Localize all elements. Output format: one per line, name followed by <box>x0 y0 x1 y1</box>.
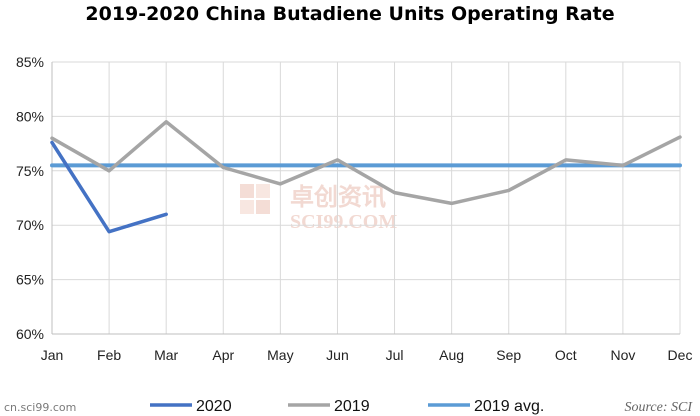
x-tick-label: Jun <box>326 347 349 363</box>
x-tick-label: May <box>267 347 293 363</box>
y-tick-label: 80% <box>16 108 44 124</box>
x-tick-label: Jul <box>386 347 404 363</box>
watermark-english-text: SCI99.COM <box>290 211 397 233</box>
legend-label-2019: 2019 <box>334 398 370 415</box>
x-tick-label: Aug <box>439 347 464 363</box>
x-tick-label: Sep <box>496 347 521 363</box>
x-tick-label: Apr <box>212 347 234 363</box>
y-axis-labels: 60% 65% 70% 75% 80% 85% <box>16 54 44 342</box>
legend: 2020 2019 2019 avg. <box>150 398 544 415</box>
y-tick-label: 75% <box>16 163 44 179</box>
watermark-chinese-text: 卓创资讯 <box>290 183 386 211</box>
x-tick-label: Mar <box>154 347 178 363</box>
y-tick-label: 70% <box>16 217 44 233</box>
y-tick-label: 85% <box>16 54 44 70</box>
legend-label-2020: 2020 <box>196 398 232 415</box>
source-label: Source: SCI <box>624 400 693 415</box>
watermark: 卓创资讯 SCI99.COM <box>240 183 397 233</box>
grid-lines <box>51 61 681 335</box>
x-tick-label: Jan <box>41 347 64 363</box>
corner-watermark-text: cn.sci99.com <box>4 401 76 414</box>
legend-label-2019-avg: 2019 avg. <box>474 398 544 415</box>
x-tick-label: Dec <box>668 347 693 363</box>
series-line-2020 <box>50 140 168 234</box>
chart-title: 2019-2020 China Butadiene Units Operatin… <box>85 3 614 25</box>
y-tick-label: 60% <box>16 326 44 342</box>
y-tick-label: 65% <box>16 272 44 288</box>
x-tick-label: Oct <box>555 347 577 363</box>
x-tick-label: Feb <box>97 347 121 363</box>
watermark-logo <box>240 184 270 214</box>
x-axis-labels: Jan Feb Mar Apr May Jun Jul Aug Sep Oct Nov Dec <box>41 347 693 363</box>
series-line-2019 <box>50 120 682 206</box>
x-tick-label: Nov <box>610 347 635 363</box>
series-lines <box>50 120 682 234</box>
